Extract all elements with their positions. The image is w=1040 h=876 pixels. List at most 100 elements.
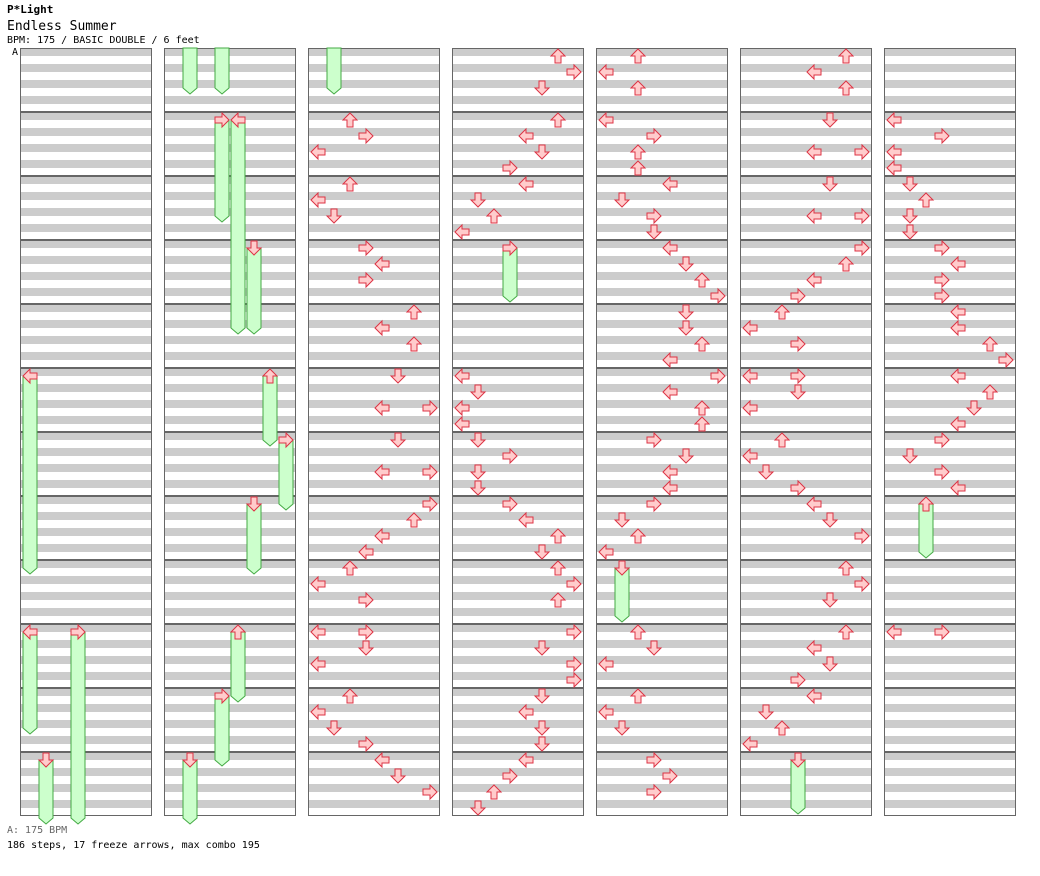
measure-box: [164, 48, 296, 112]
step-arrow: [310, 623, 326, 641]
measure-box: [884, 688, 1016, 752]
step-arrow: [422, 495, 438, 513]
step-arrow: [598, 63, 614, 81]
step-arrow: [533, 688, 551, 704]
measure-box: [740, 368, 872, 432]
step-arrow: [646, 207, 662, 225]
step-arrow: [662, 383, 678, 401]
freeze-arrow: [214, 695, 230, 767]
measure-box: [20, 240, 152, 304]
step-arrow: [629, 48, 647, 64]
measure-box: [740, 112, 872, 176]
step-arrow: [693, 416, 711, 432]
step-arrow: [789, 384, 807, 400]
measure-box: [452, 688, 584, 752]
step-arrow: [518, 127, 534, 145]
step-arrow: [950, 415, 966, 433]
freeze-arrow: [326, 47, 342, 95]
step-arrow: [742, 399, 758, 417]
step-arrow: [358, 735, 374, 753]
step-arrow: [934, 431, 950, 449]
measure-box: [884, 240, 1016, 304]
step-arrow: [22, 623, 38, 641]
step-arrow: [806, 495, 822, 513]
step-arrow: [662, 479, 678, 497]
step-arrow: [485, 784, 503, 800]
measure-box: [596, 688, 728, 752]
step-arrow: [645, 640, 663, 656]
step-arrow: [454, 399, 470, 417]
measure-box: [20, 48, 152, 112]
measure-box: [884, 752, 1016, 816]
step-arrow: [837, 48, 855, 64]
step-arrow: [629, 144, 647, 160]
step-arrow: [261, 368, 279, 384]
measure-box: [884, 304, 1016, 368]
step-arrow: [773, 304, 791, 320]
measure-box: [596, 368, 728, 432]
step-arrow: [310, 655, 326, 673]
freeze-arrow: [246, 247, 262, 335]
step-arrow: [502, 495, 518, 513]
step-arrow: [854, 239, 870, 257]
step-arrow: [566, 671, 582, 689]
step-arrow: [422, 463, 438, 481]
freeze-arrow: [246, 503, 262, 575]
step-arrow: [773, 720, 791, 736]
measure-box: [452, 368, 584, 432]
step-arrow: [837, 560, 855, 576]
step-arrow: [950, 479, 966, 497]
measure-box: [20, 496, 152, 560]
measure-box: [740, 752, 872, 816]
step-arrow: [629, 160, 647, 176]
measure-box: [884, 560, 1016, 624]
freeze-arrow: [214, 119, 230, 223]
step-arrow: [886, 159, 902, 177]
step-arrow: [981, 336, 999, 352]
freeze-arrow: [22, 375, 38, 575]
step-arrow: [950, 319, 966, 337]
step-arrow: [998, 351, 1014, 369]
step-arrow: [566, 623, 582, 641]
step-arrow: [806, 687, 822, 705]
measure-box: [740, 432, 872, 496]
step-arrow: [518, 703, 534, 721]
step-arrow: [566, 575, 582, 593]
step-arrow: [502, 447, 518, 465]
step-arrow: [934, 239, 950, 257]
step-arrow: [374, 751, 390, 769]
measure-box: [596, 560, 728, 624]
measure-box: [596, 624, 728, 688]
step-arrow: [837, 256, 855, 272]
step-arrow: [662, 175, 678, 193]
measure-box: [452, 752, 584, 816]
step-arrow: [374, 463, 390, 481]
measure-box: [884, 496, 1016, 560]
freeze-arrow: [214, 47, 230, 95]
step-arrow: [358, 623, 374, 641]
measure-box: [740, 240, 872, 304]
step-arrow: [469, 464, 487, 480]
step-arrow: [613, 560, 631, 576]
step-arrow: [917, 192, 935, 208]
measure-box: [452, 48, 584, 112]
measure-box: [596, 752, 728, 816]
measure-box: [308, 496, 440, 560]
measure-box: [308, 112, 440, 176]
step-arrow: [341, 176, 359, 192]
step-arrow: [405, 512, 423, 528]
step-arrow: [693, 336, 711, 352]
step-arrow: [181, 752, 199, 768]
step-arrow: [806, 63, 822, 81]
measure-box: [308, 304, 440, 368]
measure-box: [20, 304, 152, 368]
step-arrow: [245, 240, 263, 256]
measure-box: [308, 240, 440, 304]
step-arrow: [901, 208, 919, 224]
step-arrow: [901, 448, 919, 464]
step-arrow: [341, 560, 359, 576]
measure-box: [884, 624, 1016, 688]
measure-box: [740, 496, 872, 560]
step-arrow: [821, 176, 839, 192]
step-arrow: [646, 127, 662, 145]
